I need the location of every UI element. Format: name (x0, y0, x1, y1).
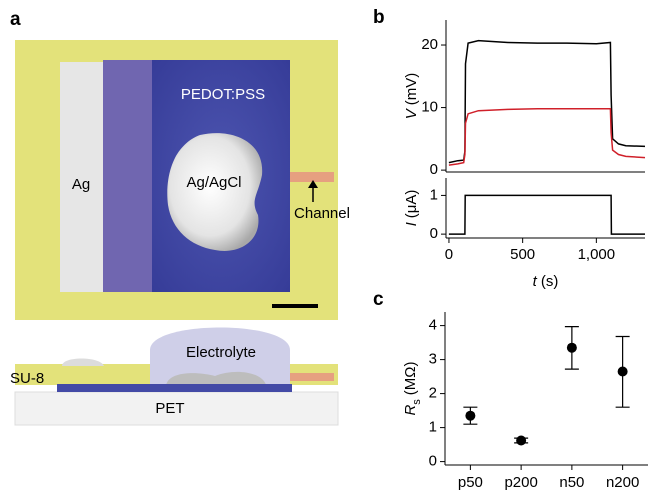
axis-label: I (μA) (403, 190, 420, 227)
axis-unit: (mV) (403, 73, 420, 106)
y-tick-label: 3 (429, 351, 437, 368)
x-tick-label: n200 (606, 474, 639, 491)
series-line (448, 108, 646, 166)
y-tick-label: 10 (421, 99, 438, 116)
pet (14, 391, 339, 426)
electrolyte (150, 327, 290, 385)
y-tick-label: 0 (429, 453, 437, 470)
point (465, 410, 476, 421)
panel-label: c (373, 289, 384, 310)
arrow-head (308, 180, 318, 188)
ag-bump (62, 358, 104, 366)
series-line (448, 39, 646, 164)
ag-agcl-layer (166, 371, 266, 385)
panel-label: b (373, 7, 385, 28)
x-tick-label: n50 (559, 474, 584, 491)
axis-label: V(mV) (403, 73, 420, 120)
label: PEDOT:PSS (181, 86, 265, 103)
axis-unit: (MΩ) (402, 361, 419, 395)
point (566, 342, 577, 353)
label: SU-8 (10, 370, 44, 387)
channel (290, 172, 334, 182)
pedot-layer (57, 384, 292, 392)
y-tick-label: 4 (429, 317, 437, 334)
y-tick-label: 0 (430, 225, 438, 242)
label: Channel (294, 205, 350, 222)
axis-unit: (s) (541, 273, 559, 290)
cross-section: SU-8 Electrolyte PET (10, 327, 339, 426)
label: Electrolyte (186, 344, 256, 361)
ag-electrode (60, 62, 103, 292)
axis-symbol: R (402, 405, 419, 416)
axis-symbol: V (403, 107, 420, 119)
top-view: Ag PEDOT:PSS Ag/AgCl Channel (15, 40, 350, 320)
axis-label: Rs (MΩ) (402, 361, 423, 415)
label: PET (155, 400, 184, 417)
point (516, 435, 527, 446)
axis-symbol: t (533, 273, 538, 290)
x-tick-label: 500 (510, 246, 535, 263)
axis-label: t (s) (533, 273, 559, 290)
label: Ag (72, 176, 90, 193)
y-tick-label: 2 (429, 385, 437, 402)
x-tick-label: 1,000 (578, 246, 616, 263)
x-tick-label: p50 (458, 474, 483, 491)
overlap (103, 60, 152, 292)
panel-label: a (10, 9, 21, 30)
axis-unit: (μA) (403, 190, 420, 219)
series-line (448, 194, 645, 235)
y-tick-label: 1 (430, 186, 438, 203)
point (617, 366, 628, 377)
axis-subscript: s (411, 399, 423, 405)
x-tick-label: 0 (445, 246, 453, 263)
y-tick-label: 20 (421, 36, 438, 53)
y-tick-label: 0 (430, 161, 438, 178)
label: Ag/AgCl (186, 174, 241, 191)
ag-agcl-blob (167, 133, 263, 251)
x-tick-label: p200 (504, 474, 537, 491)
channel (290, 373, 334, 381)
axis-symbol: I (403, 222, 420, 226)
y-tick-label: 1 (429, 419, 437, 436)
